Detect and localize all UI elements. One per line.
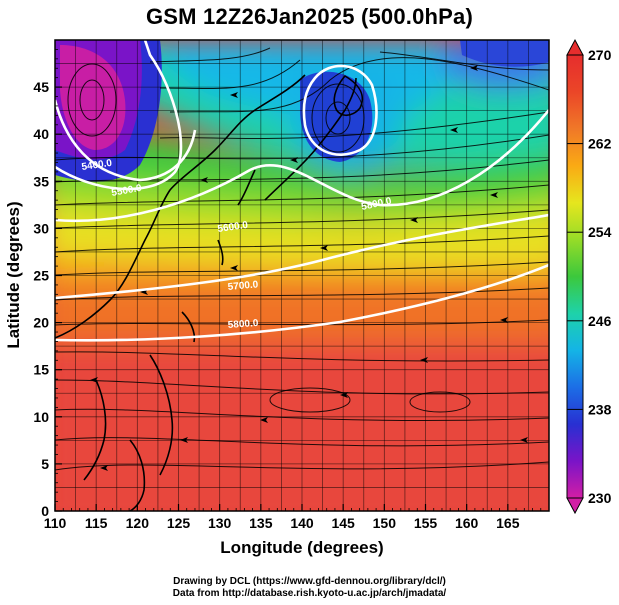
- colorbar-bar: [566, 54, 584, 499]
- credits: Drawing by DCL (https://www.gfd-dennou.o…: [0, 576, 619, 600]
- credit-dcl: Drawing by DCL (https://www.gfd-dennou.o…: [173, 576, 446, 587]
- colorbar-tick-label: 238: [588, 401, 612, 417]
- colorbar-top-arrow: [566, 38, 584, 56]
- contour-label-5600: 5600.0: [217, 220, 249, 235]
- contour-5500b: [302, 64, 378, 156]
- x-tick-label: 155: [414, 515, 438, 531]
- y-tick-label: 0: [41, 503, 49, 519]
- colorbar-tick-label: 262: [588, 136, 612, 152]
- colorbar-tick-label: 270: [588, 47, 612, 63]
- credit-data-source: Data from http://database.rish.kyoto-u.a…: [172, 588, 447, 599]
- x-axis-label: Longitude (degrees): [220, 538, 384, 557]
- lat-lon-grid: [55, 40, 549, 511]
- wind-arrow-marks: [90, 65, 528, 471]
- x-tick-label: 140: [290, 515, 314, 531]
- x-tick-label: 120: [126, 515, 150, 531]
- x-axis: 110 115 120 125 130 135 140 145 150 155 160 165: [44, 504, 542, 531]
- colorbar-bottom-arrow: [566, 497, 584, 515]
- contour-label-5400: 5400.0: [81, 158, 113, 173]
- x-tick-label: 145: [331, 515, 355, 531]
- contour-label-5700: 5700.0: [227, 279, 259, 293]
- y-tick-label: 5: [41, 456, 49, 472]
- y-tick-label: 35: [33, 173, 49, 189]
- contour-label-5500: 5500.0: [111, 183, 143, 199]
- y-tick-label: 40: [33, 126, 49, 142]
- y-tick-label: 30: [33, 220, 49, 236]
- x-tick-label: 130: [208, 515, 232, 531]
- y-tick-label: 10: [33, 409, 49, 425]
- height-contours: [55, 40, 549, 342]
- x-tick-label: 160: [455, 515, 479, 531]
- coastlines: [55, 74, 364, 511]
- contour-5500: [55, 99, 197, 182]
- chart-title: GSM 12Z26Jan2025 (500.0hPa): [145, 4, 474, 29]
- y-axis-label: Latitude (degrees): [4, 201, 23, 349]
- y-tick-label: 15: [33, 362, 49, 378]
- colorbar: 230 238 246 254 262 270: [566, 38, 612, 515]
- colorbar-tick-label: 254: [588, 224, 612, 240]
- y-tick-label: 20: [33, 315, 49, 331]
- y-axis: 0 5 10 15 20 25 30 35 40 45: [33, 49, 62, 519]
- x-tick-label: 165: [496, 515, 520, 531]
- contour-5700: [55, 213, 549, 300]
- x-tick-label: 150: [373, 515, 397, 531]
- wind-streamlines: [55, 47, 549, 471]
- colorbar-ticks: 230 238 246 254 262 270: [567, 47, 612, 506]
- x-tick-label: 135: [249, 515, 273, 531]
- colorbar-tick-label: 230: [588, 490, 612, 506]
- contour-label-5800: 5800.0: [227, 318, 259, 331]
- x-tick-label: 125: [167, 515, 191, 531]
- contour-5800: [55, 263, 549, 342]
- colorbar-tick-label: 246: [588, 313, 612, 329]
- contour-5600: [55, 109, 549, 222]
- map-plot-area: 5400.0 5500.0 5600.0 5700.0 5800.0 5800.…: [55, 40, 549, 511]
- contour-5400: [55, 40, 183, 191]
- x-tick-label: 115: [85, 515, 108, 531]
- y-tick-label: 45: [33, 79, 49, 95]
- x-tick-label: 110: [44, 515, 67, 531]
- y-tick-label: 25: [33, 268, 49, 284]
